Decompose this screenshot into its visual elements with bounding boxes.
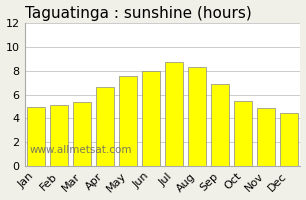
Bar <box>234 101 252 166</box>
Bar <box>27 107 45 166</box>
Bar <box>96 87 114 166</box>
Bar <box>142 71 160 166</box>
Bar <box>188 67 206 166</box>
Bar <box>50 105 68 166</box>
Bar <box>280 113 298 166</box>
Bar <box>119 76 137 166</box>
Bar <box>165 62 183 166</box>
Bar <box>211 84 229 166</box>
Bar <box>73 102 91 166</box>
Text: www.allmetsat.com: www.allmetsat.com <box>30 145 132 155</box>
Text: Taguatinga : sunshine (hours): Taguatinga : sunshine (hours) <box>24 6 251 21</box>
Bar <box>257 108 275 166</box>
